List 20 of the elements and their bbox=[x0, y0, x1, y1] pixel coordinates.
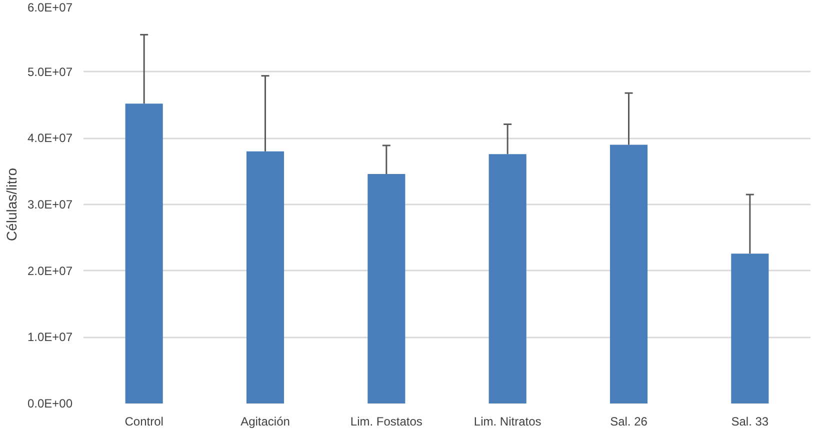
y-tick-label: 0.0E+00 bbox=[27, 396, 73, 410]
bar bbox=[488, 154, 526, 404]
x-tick-label: Lim. Fostatos bbox=[350, 414, 422, 428]
bar bbox=[610, 144, 648, 404]
bar bbox=[125, 104, 163, 404]
x-tick-label: Lim. Nitratos bbox=[474, 414, 542, 428]
y-tick-label: 2.0E+07 bbox=[27, 264, 73, 278]
bar bbox=[368, 174, 406, 404]
x-tick-label: Sal. 26 bbox=[610, 414, 648, 428]
y-tick-label: 5.0E+07 bbox=[27, 64, 73, 79]
y-tick-label: 3.0E+07 bbox=[27, 198, 73, 212]
x-tick-label: Sal. 33 bbox=[731, 414, 769, 428]
y-tick-label: 1.0E+07 bbox=[27, 330, 73, 344]
y-axis-title: Células/litro bbox=[3, 168, 20, 242]
x-tick-label: Agitación bbox=[240, 414, 290, 428]
x-tick-label: Control bbox=[124, 414, 164, 428]
y-tick-label: 4.0E+07 bbox=[27, 131, 73, 146]
y-tick-label: 6.0E+07 bbox=[27, 0, 73, 14]
bar bbox=[246, 151, 284, 404]
bar bbox=[731, 254, 769, 404]
